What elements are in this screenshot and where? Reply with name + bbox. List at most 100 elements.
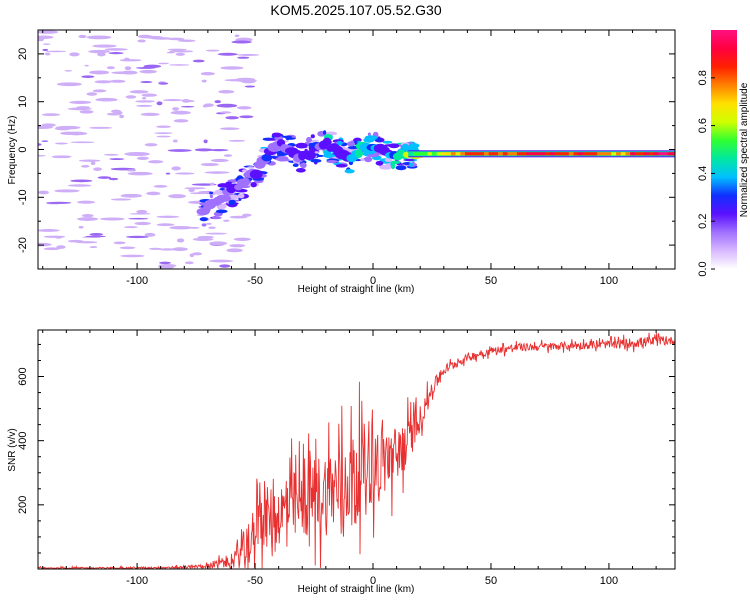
transition-blob <box>295 167 306 173</box>
noise-blob <box>38 35 54 40</box>
band-core <box>460 152 466 156</box>
transition-blob <box>395 165 407 171</box>
transition-blob <box>367 132 371 136</box>
band-core <box>502 152 509 156</box>
noise-blob <box>229 215 248 219</box>
transition-blob <box>295 142 308 149</box>
noise-blob <box>41 113 61 117</box>
noise-blob <box>126 235 149 239</box>
spectrogram-ytick-label: 20 <box>17 48 29 60</box>
noise-blob <box>139 69 157 74</box>
noise-blob <box>94 80 112 84</box>
noise-blob <box>171 247 188 252</box>
band-core <box>568 152 575 156</box>
band-core <box>441 152 447 156</box>
noise-blob <box>53 156 71 159</box>
band-core <box>630 152 636 156</box>
noise-blob <box>217 52 238 56</box>
transition-blob <box>335 164 348 168</box>
noise-blob <box>205 49 220 52</box>
noise-blob <box>89 232 104 236</box>
ridge-blob <box>241 177 250 187</box>
snr-xtick-label: 100 <box>600 575 618 587</box>
noise-blob <box>43 247 61 251</box>
spectrogram-ytick-label: 10 <box>17 96 29 108</box>
noise-blob <box>100 217 125 221</box>
band-core <box>531 152 537 156</box>
transition-blob <box>201 223 207 227</box>
noise-blob <box>210 158 229 163</box>
snr-ytick-label: 600 <box>17 367 29 385</box>
noise-blob <box>209 149 229 152</box>
band-core <box>667 152 674 156</box>
ridge-blob <box>322 137 332 147</box>
noise-blob <box>146 191 161 196</box>
band-core <box>663 152 669 156</box>
transition-blob <box>211 216 222 220</box>
snr-xtick-label: -50 <box>247 575 263 587</box>
noise-blob <box>192 237 214 242</box>
noise-blob <box>136 209 148 214</box>
band-core <box>644 152 650 156</box>
noise-blob <box>104 48 128 51</box>
noise-blob <box>41 123 56 127</box>
transition-blob <box>336 140 343 146</box>
noise-blob <box>242 213 252 217</box>
transition-blob <box>247 166 255 169</box>
noise-blob <box>167 48 187 51</box>
noise-blob <box>200 71 215 76</box>
noise-blob <box>42 43 51 45</box>
noise-blob <box>95 97 118 102</box>
noise-blob <box>129 90 149 94</box>
noise-blob <box>237 53 260 56</box>
noise-blob <box>77 200 95 204</box>
noise-blob <box>173 119 189 123</box>
transition-blob <box>310 134 315 139</box>
transition-blob <box>364 156 373 163</box>
noise-blob <box>205 232 228 235</box>
noise-blob <box>38 242 52 247</box>
noise-blob <box>81 75 95 79</box>
noise-blob <box>144 143 158 147</box>
spectrogram-xlabel: Height of straight line (km) <box>298 284 415 295</box>
band-core <box>488 152 494 156</box>
ridge-blob <box>261 153 273 162</box>
noise-blob <box>67 107 93 111</box>
noise-blob <box>85 235 107 238</box>
noise-blob <box>70 179 93 183</box>
noise-blob <box>88 126 113 129</box>
noise-blob <box>175 52 186 56</box>
transition-blob <box>299 162 307 169</box>
band-core <box>413 152 419 156</box>
noise-blob <box>169 226 193 230</box>
noise-blob <box>159 248 176 251</box>
noise-blob <box>126 169 137 172</box>
transition-blob <box>384 157 393 163</box>
snr-ticks: -100 -50 0 50 100 200 400 600 <box>17 330 675 587</box>
noise-blob <box>220 66 244 70</box>
colorbar-tick-label: 0.0 <box>697 261 709 276</box>
noise-blob <box>92 89 107 93</box>
band-core <box>469 152 476 156</box>
snr-ylabel: SNR (v/v) <box>7 428 18 471</box>
colorbar-swatch <box>711 30 737 269</box>
noise-blob <box>162 99 183 102</box>
noise-blob <box>158 265 175 269</box>
transition-blob <box>306 136 312 143</box>
noise-blob <box>194 148 213 152</box>
transition-blob <box>364 135 378 141</box>
noise-blob <box>97 52 106 57</box>
snr-ytick-label: 400 <box>17 431 29 449</box>
noise-blob <box>124 66 132 71</box>
noise-blob <box>226 248 243 253</box>
noise-blob <box>93 167 102 171</box>
transition-blob <box>375 160 384 166</box>
transition-blob <box>375 157 379 161</box>
noise-blob <box>70 141 95 144</box>
transition-blob <box>347 145 359 150</box>
noise-blob <box>141 97 147 100</box>
snr-ytick-label: 200 <box>17 496 29 514</box>
noise-blob <box>135 100 155 103</box>
ridge-blob <box>354 149 363 158</box>
